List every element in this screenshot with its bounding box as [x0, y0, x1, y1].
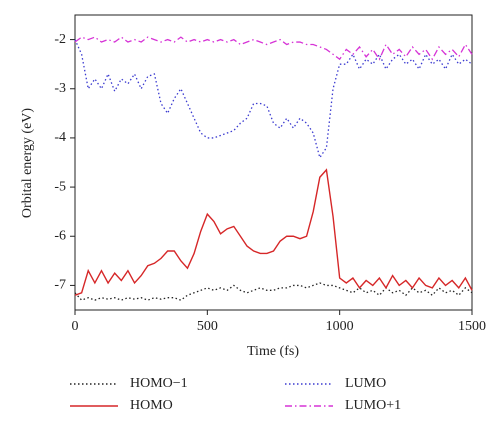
x-axis-label: Time (fs) — [247, 344, 299, 359]
y-tick-label: -7 — [54, 278, 66, 293]
legend-label: LUMO+1 — [345, 398, 401, 413]
series-line — [74, 36, 473, 61]
y-tick-label: -3 — [54, 81, 66, 96]
legend-label: HOMO−1 — [130, 376, 188, 391]
y-axis-label: Orbital energy (eV) — [20, 108, 35, 218]
plot-frame — [74, 14, 473, 311]
series-line — [74, 282, 473, 301]
y-tick-label: -4 — [54, 130, 66, 145]
y-tick-label: -5 — [54, 179, 66, 194]
x-tick-label: 1000 — [326, 319, 354, 334]
x-tick-label: 1500 — [458, 319, 486, 334]
series-line — [74, 168, 473, 296]
series-line — [74, 39, 473, 160]
x-tick-label: 500 — [197, 319, 218, 334]
legend-label: LUMO — [345, 376, 386, 391]
y-tick-label: -6 — [54, 228, 66, 243]
y-tick-label: -2 — [54, 32, 66, 47]
x-tick-label: 0 — [72, 319, 79, 334]
legend-label: HOMO — [130, 398, 173, 413]
